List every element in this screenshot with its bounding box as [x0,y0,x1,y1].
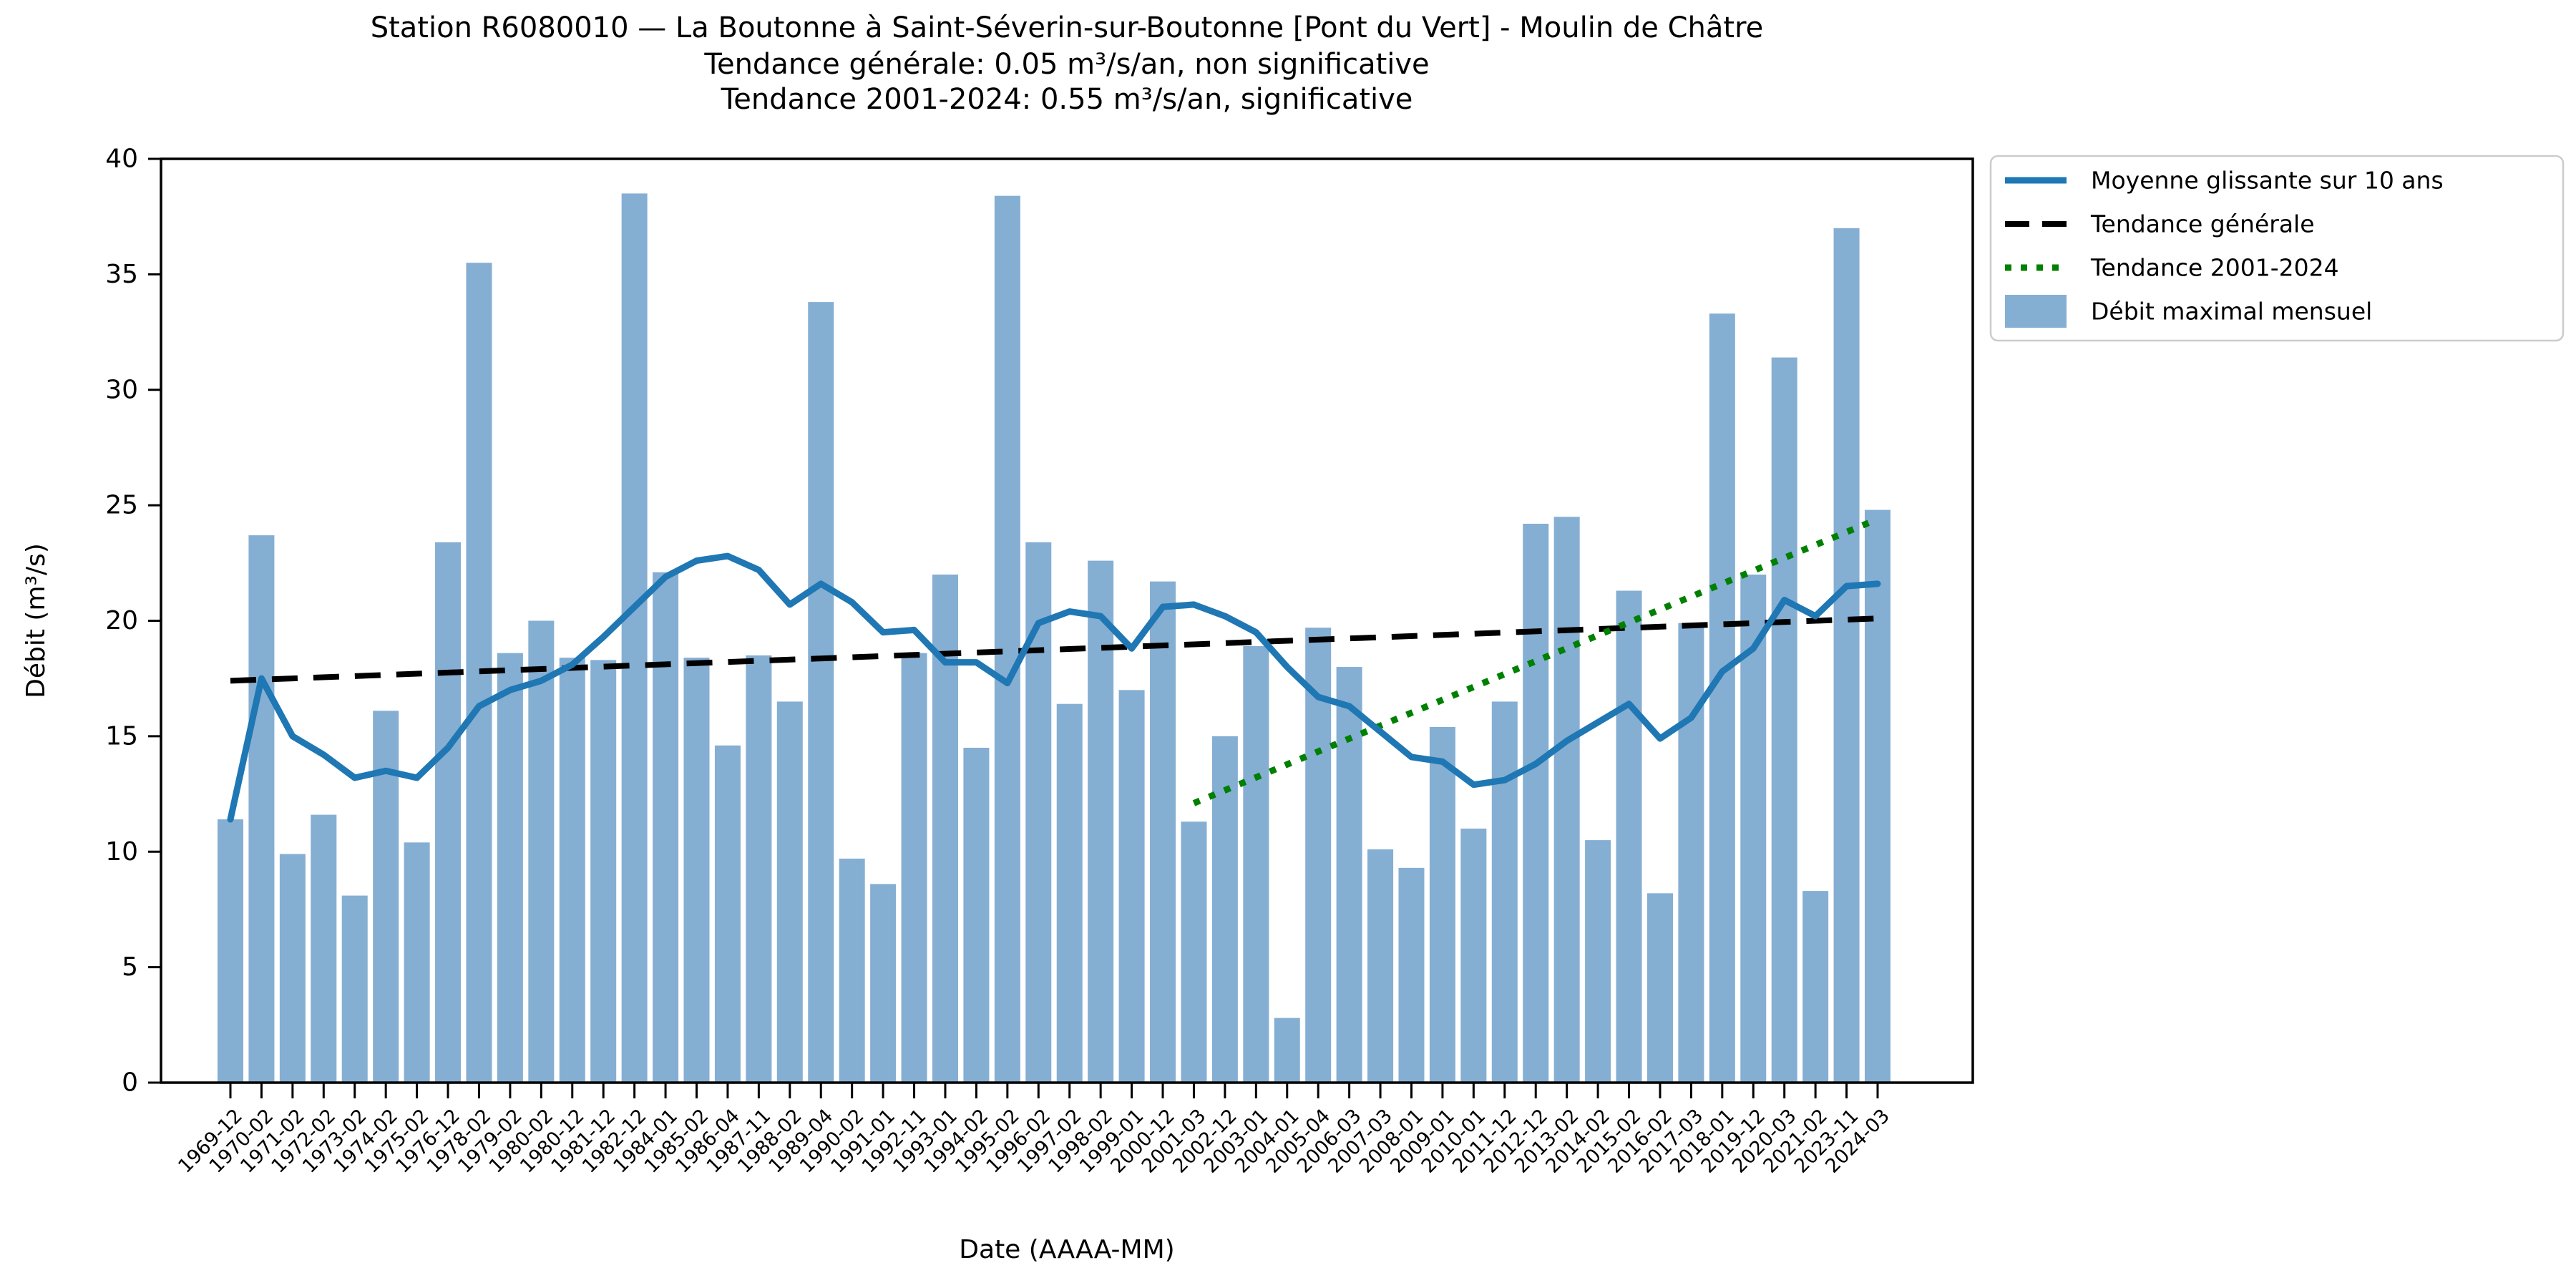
legend-label-1: Moyenne glissante sur 10 ans [2091,167,2444,195]
bar-2015-02 [1616,590,1642,1083]
y-tick-label: 0 [122,1068,138,1098]
bar-1999-01 [1118,690,1145,1083]
legend-label-4: Débit maximal mensuel [2091,298,2372,326]
bar-2000-12 [1150,581,1176,1083]
bar-2017-03 [1678,623,1704,1083]
bar-2007-03 [1367,849,1394,1083]
bar-2024-03 [1865,509,1890,1083]
legend-label-3: Tendance 2001-2024 [2090,254,2339,282]
bar-1984-01 [653,572,679,1083]
bar-1979-02 [497,653,523,1083]
y-tick-label: 10 [105,837,138,867]
bar-2016-02 [1646,893,1673,1083]
bar-1995-02 [994,195,1020,1083]
bar-1973-02 [341,895,368,1083]
bar-2004-01 [1274,1018,1300,1083]
y-tick-label: 25 [105,491,138,520]
bar-1980-12 [559,658,585,1083]
bar-2010-01 [1460,828,1487,1083]
bar-2005-04 [1305,628,1332,1083]
bar-1988-02 [776,701,803,1083]
bar-2020-03 [1771,357,1797,1083]
bar-1986-04 [714,745,741,1083]
bar-2002-12 [1211,736,1238,1083]
y-tick-label: 20 [105,606,138,635]
legend-label-2: Tendance générale [2090,210,2315,238]
y-tick-label: 30 [105,375,138,404]
bar-2012-12 [1523,523,1549,1083]
bar-1997-02 [1056,703,1083,1083]
legend-box [1989,155,2565,342]
legend-sample-max-flow-patch [2005,295,2067,328]
moving-average-line [227,552,1881,823]
bar-2013-02 [1553,517,1580,1083]
y-tick-label: 15 [105,721,138,751]
bar-1980-02 [528,620,555,1083]
bar-1990-02 [839,858,865,1083]
bar-1981-12 [590,660,617,1083]
bar-1970-02 [248,535,275,1083]
bar-2006-03 [1336,667,1362,1083]
bar-2014-02 [1585,840,1611,1083]
bar-2009-01 [1429,726,1455,1083]
bar-1972-02 [311,814,337,1083]
chart-title-line-1: Station R6080010 — La Boutonne à Saint-S… [371,11,1764,44]
bar-1982-12 [621,193,648,1083]
bar-1992-11 [901,653,927,1083]
y-tick-label: 5 [122,952,138,982]
bar-2019-12 [1740,574,1767,1083]
y-tick-label: 40 [105,145,138,174]
bar-2018-01 [1709,313,1735,1083]
bar-1974-02 [373,711,399,1083]
chart-title-line-3: Tendance 2001-2024: 0.55 m³/s/an, signif… [721,83,1413,116]
bar-2021-02 [1802,891,1829,1083]
x-axis-label: Date (AAAA-MM) [959,1235,1174,1264]
general-trend-line [230,615,1878,684]
bar-1985-02 [683,658,710,1083]
bar-1989-04 [808,302,834,1083]
y-tick-label: 35 [105,260,138,289]
bar-2023-11 [1833,228,1860,1083]
bar-1998-02 [1088,560,1114,1083]
bar-1975-02 [404,842,430,1083]
bar-2008-01 [1398,867,1425,1083]
y-axis-label: Débit (m³/s) [21,543,51,698]
bar-1976-12 [435,542,462,1083]
chart-title-line-2: Tendance générale: 0.05 m³/s/an, non sig… [703,48,1429,81]
bar-2003-01 [1243,646,1269,1083]
bar-1996-02 [1025,542,1052,1083]
bar-2001-03 [1181,821,1207,1083]
bar-1994-02 [963,748,990,1083]
bar-1969-12 [218,819,243,1083]
bar-1971-02 [279,854,306,1083]
bar-2011-12 [1491,701,1518,1083]
bar-1987-11 [746,655,772,1083]
bar-1991-01 [870,884,897,1083]
